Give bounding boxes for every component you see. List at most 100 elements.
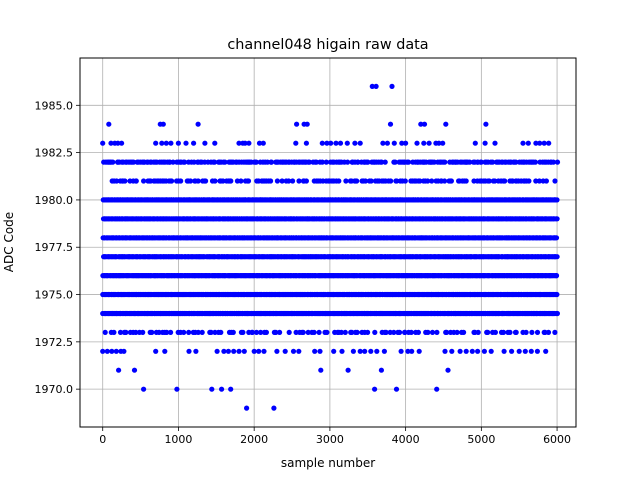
data-point bbox=[121, 348, 127, 354]
data-point bbox=[195, 121, 201, 127]
data-point bbox=[290, 348, 297, 354]
chart-title: channel048 higain raw data bbox=[227, 37, 428, 53]
data-point bbox=[228, 386, 234, 392]
data-point bbox=[114, 178, 120, 184]
data-point bbox=[394, 178, 400, 184]
data-point bbox=[174, 386, 180, 392]
x-tick-label: 4000 bbox=[392, 433, 420, 446]
data-point bbox=[554, 291, 560, 298]
y-tick-label: 1982.5 bbox=[35, 147, 74, 160]
data-point bbox=[212, 178, 218, 184]
data-point bbox=[222, 159, 228, 165]
data-point bbox=[317, 348, 323, 354]
data-point bbox=[186, 348, 192, 354]
data-point bbox=[554, 254, 560, 260]
data-point bbox=[293, 329, 299, 335]
data-point bbox=[251, 348, 257, 354]
data-point bbox=[279, 178, 285, 184]
data-point bbox=[554, 216, 560, 222]
data-point bbox=[520, 140, 526, 146]
data-point bbox=[305, 329, 311, 335]
data-points bbox=[100, 83, 561, 411]
data-point bbox=[160, 121, 166, 127]
data-point bbox=[271, 405, 277, 411]
data-point bbox=[323, 159, 329, 165]
data-point bbox=[182, 159, 188, 165]
data-point bbox=[362, 178, 369, 184]
data-point bbox=[349, 329, 355, 335]
data-point bbox=[523, 329, 529, 335]
x-tick-label: 5000 bbox=[467, 433, 495, 446]
data-point bbox=[550, 159, 557, 165]
data-point bbox=[342, 329, 348, 335]
data-point bbox=[219, 386, 225, 392]
data-point bbox=[461, 329, 467, 335]
x-tick-label: 1000 bbox=[164, 433, 192, 446]
data-point bbox=[170, 159, 176, 165]
data-point bbox=[545, 329, 552, 335]
data-point bbox=[501, 348, 507, 354]
data-point bbox=[164, 329, 170, 335]
data-point bbox=[324, 329, 330, 335]
data-point bbox=[187, 178, 194, 184]
data-point bbox=[525, 140, 531, 146]
data-point bbox=[141, 386, 147, 392]
data-point bbox=[387, 121, 394, 127]
data-point bbox=[402, 178, 408, 184]
y-tick-label: 1980.0 bbox=[35, 194, 74, 207]
data-point bbox=[249, 329, 255, 335]
data-point bbox=[536, 178, 543, 184]
data-point bbox=[507, 329, 513, 335]
data-point bbox=[442, 178, 448, 184]
data-point bbox=[537, 140, 543, 146]
data-point bbox=[533, 140, 539, 146]
plot-frame bbox=[79, 57, 577, 428]
data-point bbox=[368, 348, 374, 354]
data-point bbox=[429, 329, 436, 335]
data-point bbox=[414, 140, 420, 146]
data-point bbox=[513, 329, 519, 335]
data-point bbox=[454, 329, 460, 335]
x-axis-ticks: 0 1000 2000 3000 4000 5000 6000 bbox=[99, 427, 571, 446]
data-point bbox=[191, 140, 197, 146]
data-point bbox=[168, 329, 174, 335]
data-point bbox=[220, 178, 226, 184]
data-point bbox=[337, 140, 344, 146]
data-point bbox=[149, 329, 155, 335]
data-point bbox=[382, 159, 388, 165]
data-point bbox=[268, 159, 275, 165]
data-point bbox=[387, 329, 393, 335]
data-point bbox=[319, 140, 325, 146]
data-point bbox=[478, 159, 484, 165]
data-point bbox=[405, 159, 412, 165]
y-tick-label: 1975.0 bbox=[35, 289, 74, 302]
data-point bbox=[541, 140, 547, 146]
data-point bbox=[528, 348, 534, 354]
data-point bbox=[110, 159, 116, 165]
data-point bbox=[434, 386, 440, 392]
data-point bbox=[513, 159, 519, 165]
data-point bbox=[357, 348, 363, 354]
data-point bbox=[405, 348, 411, 354]
data-point bbox=[100, 140, 106, 146]
data-point bbox=[434, 329, 440, 335]
data-point bbox=[117, 329, 124, 335]
data-point bbox=[421, 140, 427, 146]
data-point bbox=[131, 159, 137, 165]
data-point bbox=[133, 329, 139, 335]
data-point bbox=[490, 159, 496, 165]
y-axis-ticks: 1970.0 1972.5 1975.0 1977.5 1980.0 1982.5 1985… bbox=[35, 99, 80, 396]
data-point bbox=[475, 329, 481, 335]
data-point bbox=[140, 329, 146, 335]
data-point bbox=[212, 159, 218, 165]
data-point bbox=[300, 329, 306, 335]
data-point bbox=[203, 178, 209, 184]
data-point bbox=[303, 178, 309, 184]
data-point bbox=[546, 140, 552, 146]
data-point bbox=[241, 348, 247, 354]
data-point bbox=[421, 121, 428, 127]
data-point bbox=[333, 140, 339, 146]
data-point bbox=[357, 140, 363, 146]
data-point bbox=[209, 386, 215, 392]
data-point bbox=[534, 348, 541, 354]
